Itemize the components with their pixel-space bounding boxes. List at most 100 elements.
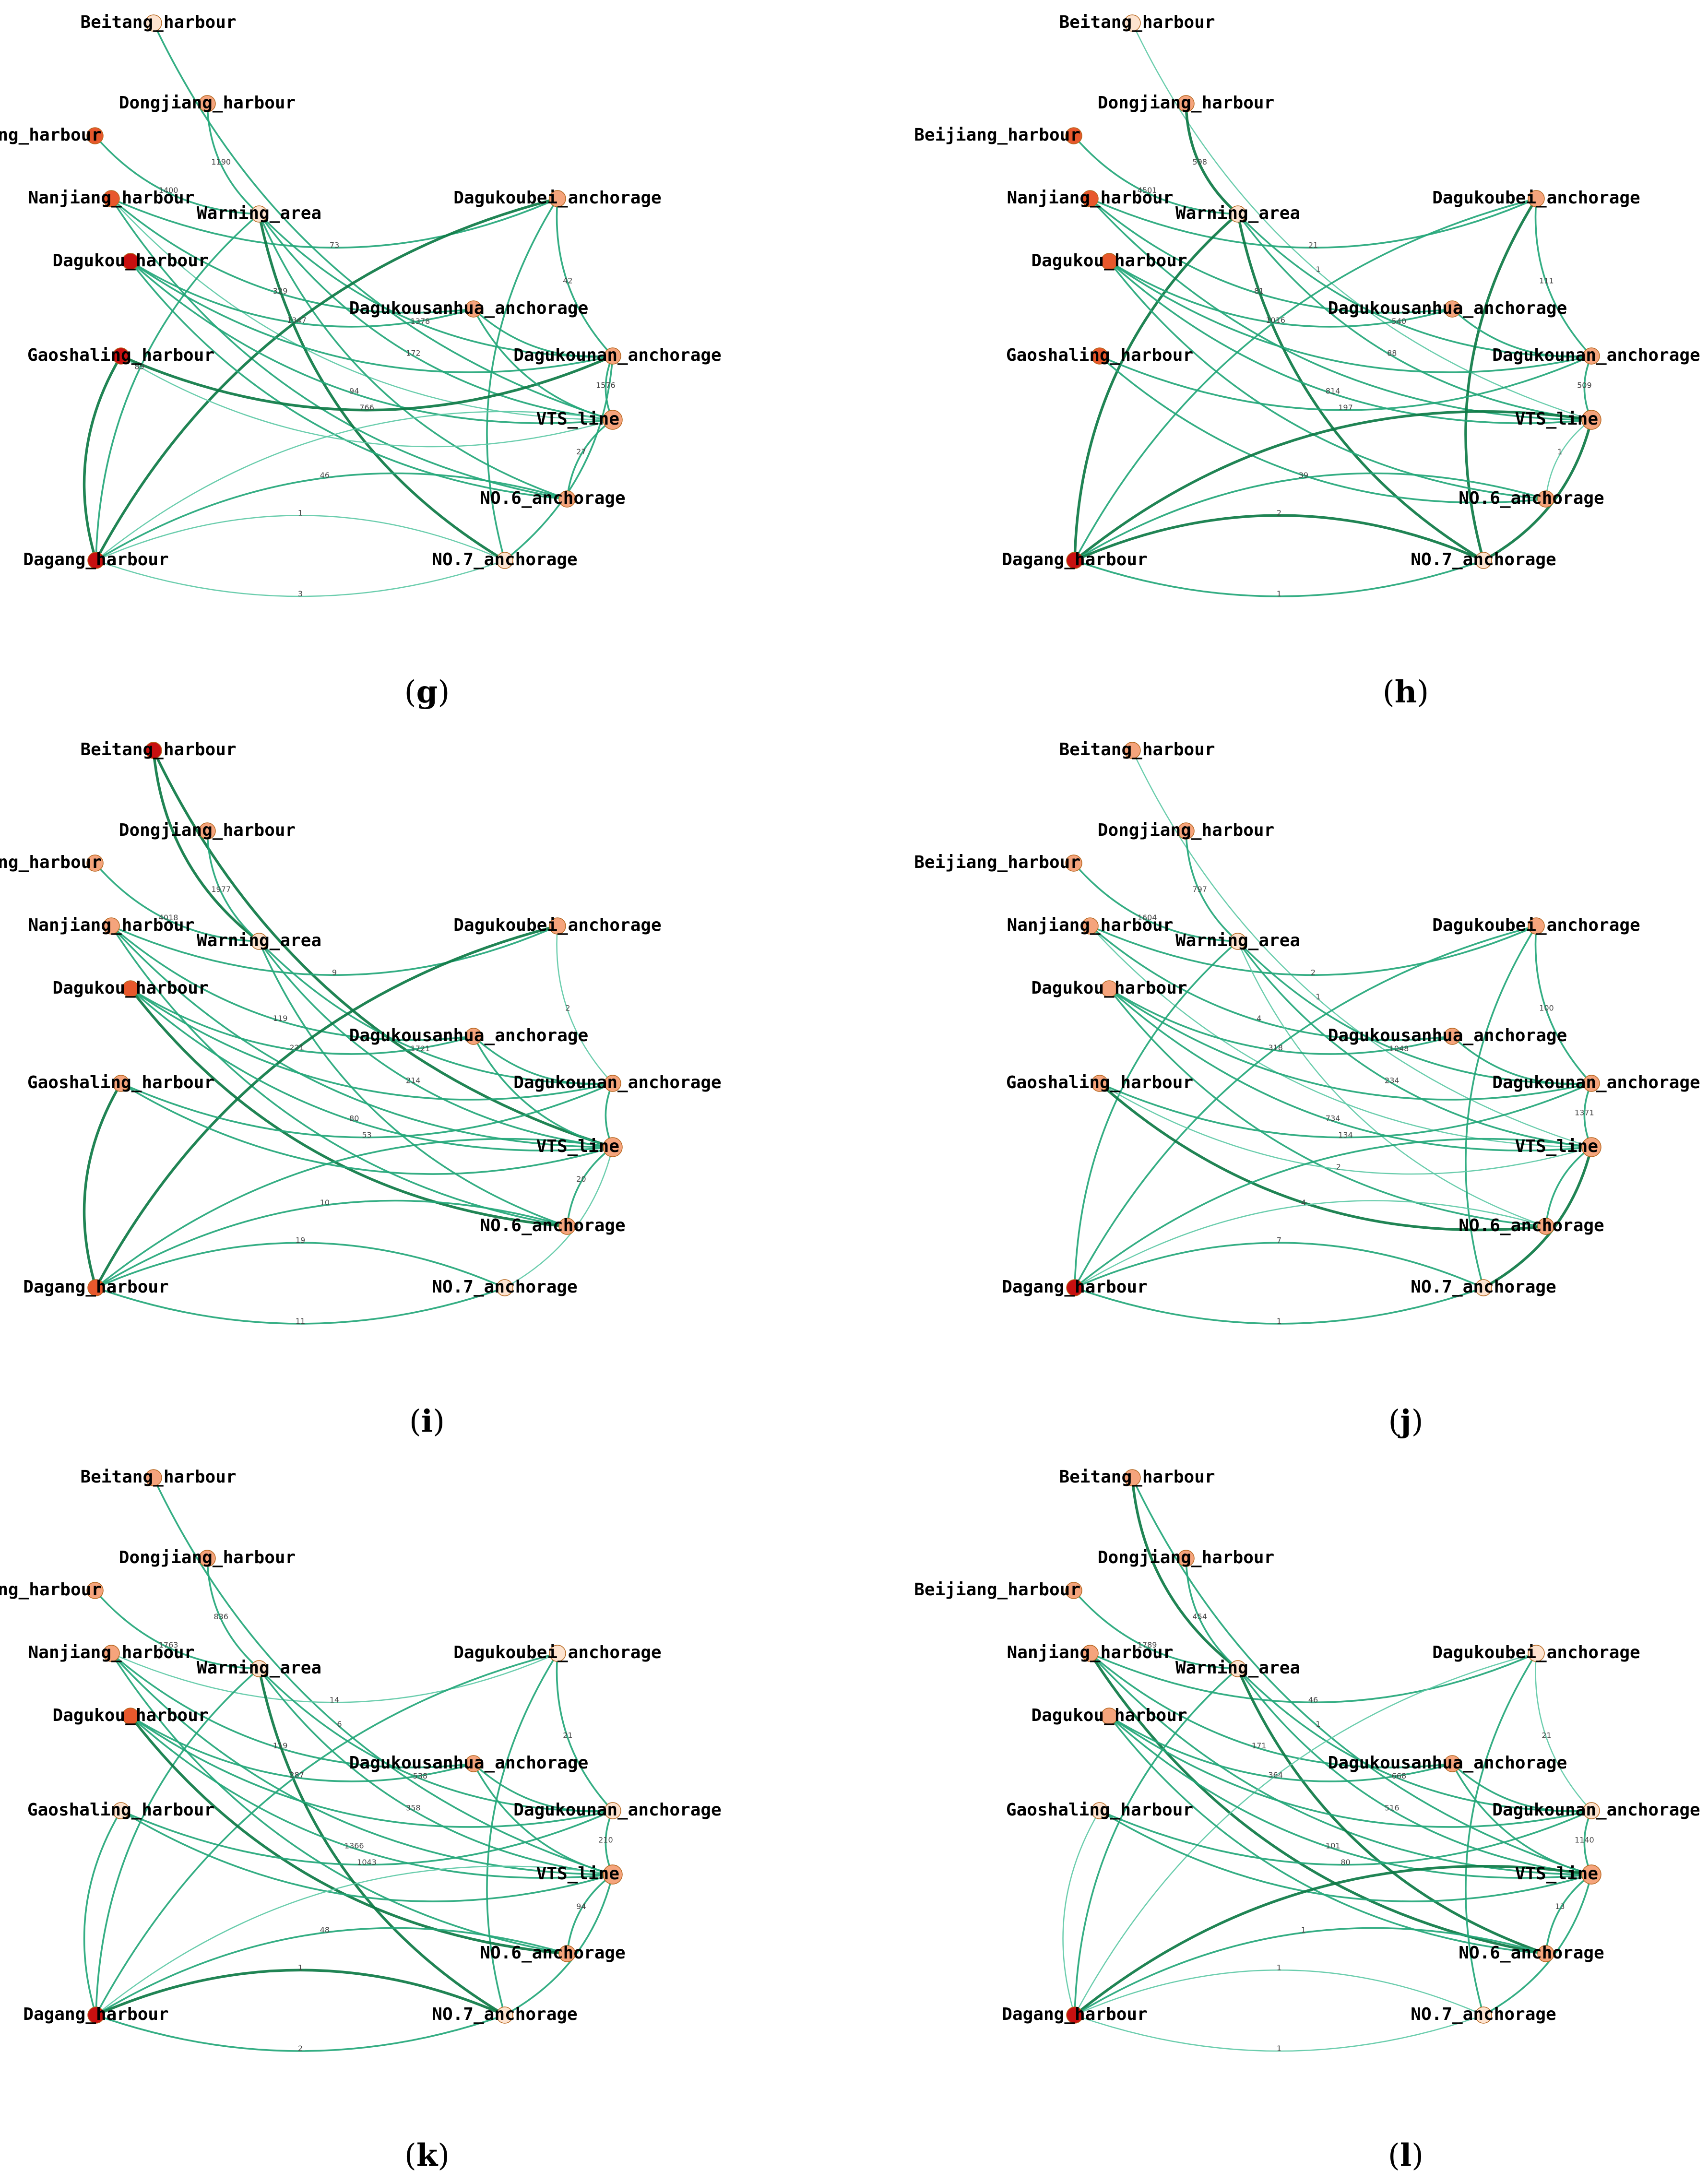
node-label: Nanjiang_harbour <box>1007 188 1174 208</box>
node-marker <box>112 347 130 365</box>
edge-weight-label: 14 <box>330 1695 339 1704</box>
edge-weight-label: 668 <box>1392 1771 1407 1780</box>
edge-dagukou-dagukousanhua <box>1109 261 1453 328</box>
edge-vts-dagang <box>1074 1138 1592 1289</box>
edge-nanjiang-dagukoubei <box>111 1652 558 1703</box>
node-label: Warning_area <box>1175 1658 1300 1678</box>
edge-no7-dagang <box>95 515 505 561</box>
edge-weight-label: 19 <box>296 1235 305 1245</box>
node-marker <box>1581 1137 1601 1157</box>
caption-open-paren: ( <box>404 2138 416 2173</box>
edge-beijiang-warning <box>94 1590 260 1670</box>
node-label: Beijiang_harbour <box>914 853 1080 872</box>
node-marker <box>604 347 621 365</box>
edge-dagukou-vts <box>130 261 613 424</box>
node-label: Dagukousanhua_anchorage <box>1328 1026 1567 1045</box>
node-marker <box>558 490 576 508</box>
edge-dagukou-dagukousanhua <box>1109 1715 1453 1782</box>
edge-dagukoubei-dagang <box>1074 198 1537 561</box>
edge-nanjiang-dagukousanhua <box>110 925 474 1041</box>
edge-gaoshaling-dagukounan <box>120 1810 613 1866</box>
network-graph: 6 836 1763 14 119 538 358 21 287 1366 1043 210 94 48 1… <box>0 1467 722 2053</box>
edge-gaoshaling-dagukounan <box>120 1082 613 1139</box>
edge-weight-label: 1378 <box>411 317 430 326</box>
edge-weight-label: 48 <box>320 1925 330 1934</box>
edge-weight-label: 364 <box>1268 1770 1283 1780</box>
edge-layer <box>1062 1477 1592 2052</box>
node-gaoshaling: Gaoshaling_harbour <box>27 1073 214 1092</box>
node-label: NO.7_anchorage <box>1411 1277 1556 1297</box>
node-label: Nanjiang_harbour <box>28 1643 195 1662</box>
node-marker <box>496 552 513 569</box>
node-label: Nanjiang_harbour <box>1007 915 1174 935</box>
node-marker <box>465 300 482 318</box>
edge-weight-label: 1 <box>1316 265 1320 274</box>
edge-vts-dagang <box>95 1138 613 1289</box>
edge-nanjiang-vts <box>1090 925 1592 1148</box>
node-gaoshaling: Gaoshaling_harbour <box>27 345 214 365</box>
edge-no6-dagang <box>95 1927 568 2016</box>
node-marker <box>1066 552 1083 569</box>
edge-dagukousanhua-dagukounan <box>1451 1035 1592 1085</box>
node-beijiang: Beijiang_harbour <box>914 853 1082 872</box>
node-label: Gaoshaling_harbour <box>1006 1073 1193 1092</box>
edge-weight-label: 1371 <box>1575 1108 1594 1117</box>
node-warning: Warning_area <box>1175 931 1300 950</box>
node-label: Beitang_harbour <box>1059 740 1215 759</box>
node-label: Dagukoubei_anchorage <box>453 188 661 208</box>
edge-nanjiang-vts <box>1089 198 1592 421</box>
edge-warning-no7 <box>258 1668 506 2017</box>
node-marker <box>1091 347 1108 365</box>
node-marker <box>122 1708 139 1725</box>
node-marker <box>1124 1469 1141 1486</box>
edge-weight-label: 598 <box>1192 157 1207 166</box>
edge-nanjiang-vts <box>111 198 613 421</box>
node-label: Dagukou_harbour <box>1031 1706 1187 1725</box>
node-no7: NO.7_anchorage <box>1411 1277 1556 1297</box>
edge-dagukou-dagukounan <box>130 988 613 1101</box>
edge-gaoshaling-dagang <box>83 355 122 561</box>
node-label: Dagukousanhua_anchorage <box>349 1753 589 1773</box>
node-warning: Warning_area <box>1175 203 1300 223</box>
node-dagukou: Dagukou_harbour <box>1031 1706 1187 1725</box>
node-warning: Warning_area <box>197 1658 321 1678</box>
edge-dagukou-vts <box>130 1715 613 1879</box>
node-marker <box>250 205 268 223</box>
node-beijiang: Beijiang_harbour <box>0 853 104 872</box>
edge-dongjiang-warning <box>1185 103 1239 215</box>
edge-warning-dagukounan <box>258 213 613 357</box>
edge-weight-label: 10 <box>320 1198 330 1207</box>
caption-open-paren: ( <box>404 675 416 710</box>
edge-dagukou-no6 <box>130 261 568 500</box>
node-marker <box>1177 1550 1195 1567</box>
node-dagukoubei: Dagukoubei_anchorage <box>1432 188 1640 208</box>
node-dagukou: Dagukou_harbour <box>52 978 208 998</box>
node-dagukousanhua: Dagukousanhua_anchorage <box>349 1026 589 1045</box>
edge-nanjiang-vts <box>110 1652 613 1875</box>
node-beitang: Beitang_harbour <box>1059 740 1215 759</box>
node-marker <box>558 1945 576 1962</box>
edge-nanjiang-dagukoubei <box>1090 925 1537 976</box>
node-no6: NO.6_anchorage <box>480 1943 625 1963</box>
edge-warning-no7 <box>258 214 506 562</box>
edge-warning-vts <box>1237 213 1592 421</box>
edge-weight-label: 80 <box>1340 1858 1350 1867</box>
node-marker <box>1177 822 1195 840</box>
node-label: NO.6_anchorage <box>480 488 625 508</box>
node-dongjiang: Dongjiang_harbour <box>1098 820 1274 840</box>
edge-dagukou-no6 <box>129 1715 568 1955</box>
node-marker <box>1081 190 1099 207</box>
edge-weight-label: 1 <box>1277 1963 1281 1972</box>
edge-no6-dagang <box>1074 1927 1546 2016</box>
edge-gaoshaling-dagang <box>83 1810 122 2016</box>
edge-nanjiang-dagukoubei <box>1090 198 1537 249</box>
edge-weight-label: 509 <box>1577 381 1592 390</box>
node-dagukousanhua: Dagukousanhua_anchorage <box>1328 1026 1567 1045</box>
edge-weight-label: 358 <box>406 1803 421 1813</box>
edge-weight-label: 81 <box>1254 286 1264 296</box>
node-marker <box>1101 980 1118 997</box>
node-beitang: Beitang_harbour <box>80 740 236 759</box>
edge-layer <box>83 23 614 597</box>
edge-weight-label: 538 <box>413 1771 428 1780</box>
node-dagukou: Dagukou_harbour <box>52 251 208 271</box>
